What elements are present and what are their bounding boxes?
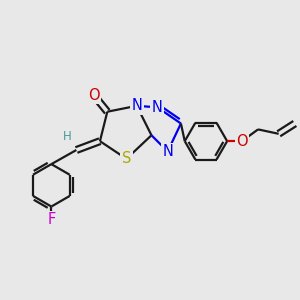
Text: N: N <box>152 100 163 115</box>
Text: N: N <box>131 98 142 113</box>
Text: N: N <box>162 144 173 159</box>
Text: O: O <box>236 134 248 149</box>
Text: F: F <box>47 212 56 227</box>
Text: O: O <box>88 88 100 103</box>
Text: H: H <box>63 130 72 143</box>
Text: S: S <box>122 151 131 166</box>
